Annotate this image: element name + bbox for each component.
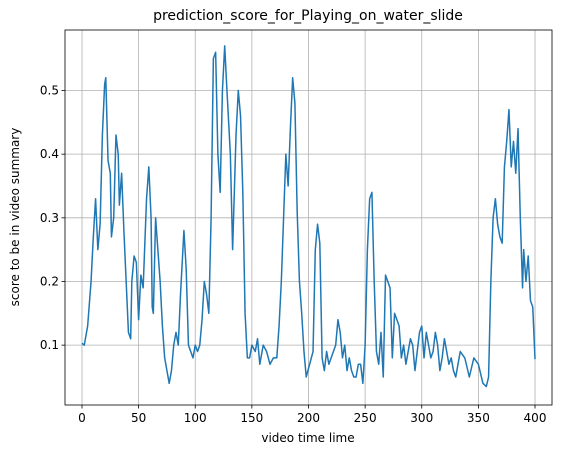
x-tick-label: 50 (131, 411, 146, 425)
chart-title: prediction_score_for_Playing_on_water_sl… (153, 8, 463, 24)
x-tick-label: 200 (297, 411, 320, 425)
y-tick-label: 0.5 (40, 83, 59, 97)
x-tick-label: 300 (410, 411, 433, 425)
x-tick-label: 0 (78, 411, 86, 425)
x-tick-label: 400 (524, 411, 547, 425)
x-tick-label: 250 (354, 411, 377, 425)
x-tick-label: 350 (467, 411, 490, 425)
y-tick-label: 0.4 (40, 147, 59, 161)
x-tick-label: 100 (184, 411, 207, 425)
plot-frame (64, 29, 553, 406)
y-axis-label: score to be in video summary (8, 128, 22, 307)
x-axis-label: video time lime (261, 431, 354, 445)
y-tick-label: 0.3 (40, 211, 59, 225)
data-line (81, 45, 536, 388)
y-tick-label: 0.1 (40, 338, 59, 352)
y-tick-label: 0.2 (40, 274, 59, 288)
x-tick-label: 150 (240, 411, 263, 425)
